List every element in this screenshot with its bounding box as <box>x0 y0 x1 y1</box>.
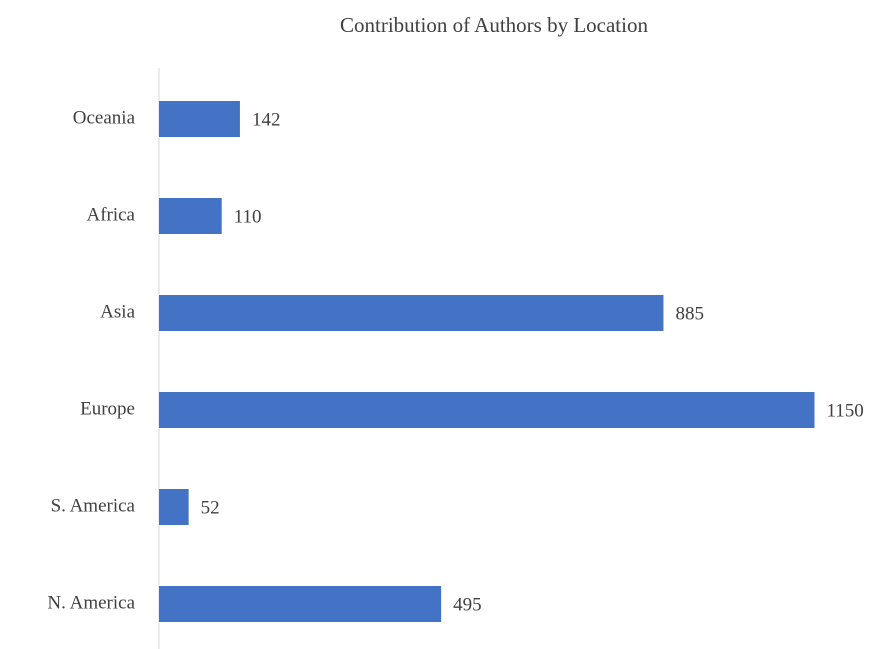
y-tick-label: Africa <box>86 204 135 225</box>
chart-title: Contribution of Authors by Location <box>340 13 648 37</box>
y-tick-label: N. America <box>47 592 135 613</box>
y-tick-label: Asia <box>100 301 135 322</box>
bar <box>159 392 815 428</box>
data-label: 1150 <box>827 400 864 421</box>
y-tick-label: S. America <box>51 495 136 516</box>
bar <box>159 586 442 622</box>
data-label: 885 <box>675 303 704 324</box>
bar <box>159 489 189 525</box>
bar <box>159 101 240 137</box>
data-label: 110 <box>234 206 262 227</box>
y-tick-label: Europe <box>80 398 135 419</box>
y-tick-label: Oceania <box>73 107 136 128</box>
data-label: 52 <box>201 497 220 518</box>
bar <box>159 295 664 331</box>
data-label: 142 <box>252 109 281 130</box>
bar <box>159 198 222 234</box>
data-label: 495 <box>453 594 482 615</box>
